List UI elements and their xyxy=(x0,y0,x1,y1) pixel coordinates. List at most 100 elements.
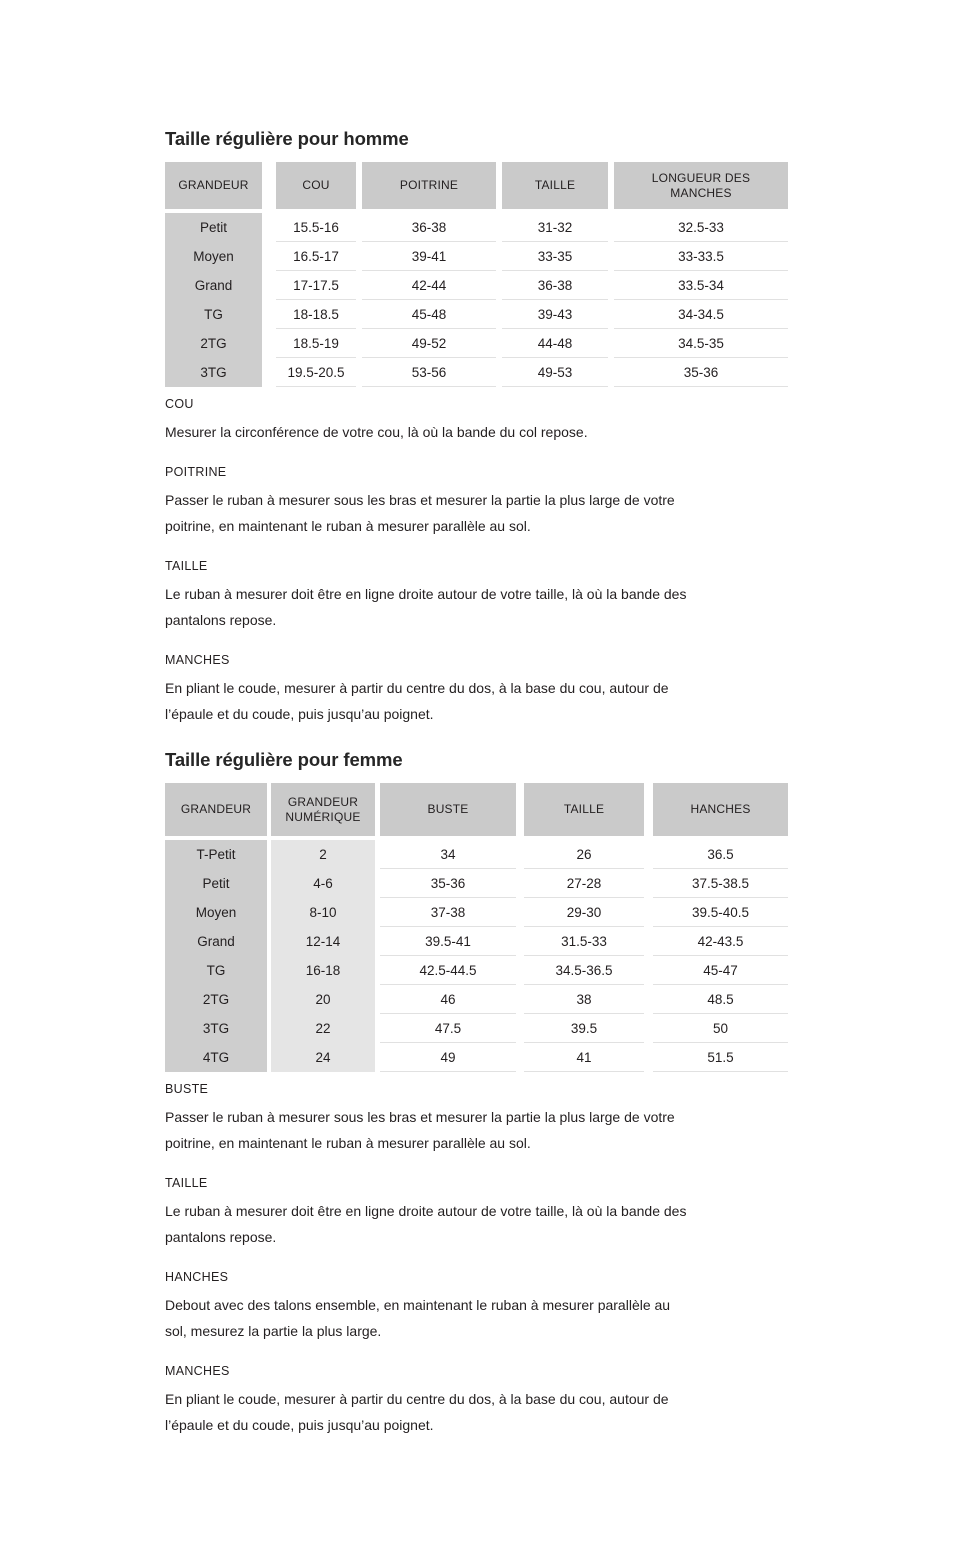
table-cell: 2TG xyxy=(165,985,267,1014)
table-cell: 31-32 xyxy=(502,213,608,242)
measure-heading-taille-men: TAILLE xyxy=(165,559,208,573)
table-cell: 33-33.5 xyxy=(614,242,788,271)
table-cell: 34 xyxy=(380,840,516,869)
table-cell: 29-30 xyxy=(524,898,644,927)
table-cell: 3TG xyxy=(165,358,262,387)
table-row: 2TG 20 46 38 48.5 xyxy=(165,985,788,1014)
table-header-cell: POITRINE xyxy=(362,162,496,209)
table-cell: 19.5-20.5 xyxy=(276,358,356,387)
table-cell: 39.5-41 xyxy=(380,927,516,956)
table-cell: 49-53 xyxy=(502,358,608,387)
table-cell: 42.5-44.5 xyxy=(380,956,516,985)
womens-size-title: Taille régulière pour femme xyxy=(165,749,403,770)
table-cell: 36.5 xyxy=(653,840,788,869)
table-cell: 18-18.5 xyxy=(276,300,356,329)
table-cell: Moyen xyxy=(165,898,267,927)
table-row: T-Petit 2 34 26 36.5 xyxy=(165,840,788,869)
table-row: Petit 4-6 35-36 27-28 37.5-38.5 xyxy=(165,869,788,898)
table-cell: 33-35 xyxy=(502,242,608,271)
table-cell: 36-38 xyxy=(362,213,496,242)
table-cell: Petit xyxy=(165,869,267,898)
table-cell: 18.5-19 xyxy=(276,329,356,358)
womens-table-body: T-Petit 2 34 26 36.5 Petit 4-6 35-36 27-28 37.5-3… xyxy=(165,840,788,1072)
table-cell: 24 xyxy=(271,1043,375,1072)
table-cell: TG xyxy=(165,956,267,985)
table-cell: 26 xyxy=(524,840,644,869)
table-cell: 15.5-16 xyxy=(276,213,356,242)
size-guide-page: Taille régulière pour homme GRANDEUR COU P… xyxy=(165,128,960,1438)
table-row: 4TG 24 49 41 51.5 xyxy=(165,1043,788,1072)
measure-text-manches-women: En pliant le coude, mesurer à partir du … xyxy=(165,1391,669,1433)
table-header-cell: TAILLE xyxy=(502,162,608,209)
table-cell: 46 xyxy=(380,985,516,1014)
table-cell: 33.5-34 xyxy=(614,271,788,300)
measure-text-manches-men: En pliant le coude, mesurer à partir du … xyxy=(165,680,669,722)
table-cell: 34.5-35 xyxy=(614,329,788,358)
table-row: Grand 17-17.5 42-44 36-38 33.5-34 xyxy=(165,271,788,300)
table-cell: Grand xyxy=(165,271,262,300)
table-cell: 47.5 xyxy=(380,1014,516,1043)
table-cell: T-Petit xyxy=(165,840,267,869)
table-cell: 41 xyxy=(524,1043,644,1072)
measure-text-poitrine: Passer le ruban à mesurer sous les bras … xyxy=(165,492,675,534)
table-cell: 35-36 xyxy=(614,358,788,387)
table-row: 3TG 19.5-20.5 53-56 49-53 35-36 xyxy=(165,358,788,387)
table-cell: 49 xyxy=(380,1043,516,1072)
table-cell: 44-48 xyxy=(502,329,608,358)
measure-text-hanches: Debout avec des talons ensemble, en main… xyxy=(165,1297,671,1339)
table-header-cell: BUSTE xyxy=(380,783,516,836)
table-cell: 4TG xyxy=(165,1043,267,1072)
measure-text-taille-women: Le ruban à mesurer doit être en ligne dr… xyxy=(165,1203,687,1245)
table-cell: 17-17.5 xyxy=(276,271,356,300)
table-cell: 35-36 xyxy=(380,869,516,898)
measure-heading-manches-women: MANCHES xyxy=(165,1364,230,1378)
measure-heading-buste: BUSTE xyxy=(165,1082,209,1096)
table-cell: 45-47 xyxy=(653,956,788,985)
mens-table-header: GRANDEUR COU POITRINE TAILLE LONGUEUR DES MA… xyxy=(165,162,788,209)
table-cell: 37.5-38.5 xyxy=(653,869,788,898)
table-header-cell: GRANDEUR xyxy=(165,783,267,836)
table-row: Moyen 8-10 37-38 29-30 39.5-40.5 xyxy=(165,898,788,927)
table-cell: 22 xyxy=(271,1014,375,1043)
table-cell: 48.5 xyxy=(653,985,788,1014)
table-cell: Moyen xyxy=(165,242,262,271)
table-row: TG 18-18.5 45-48 39-43 34-34.5 xyxy=(165,300,788,329)
table-cell: 27-28 xyxy=(524,869,644,898)
table-cell: 34.5-36.5 xyxy=(524,956,644,985)
table-header-cell: COU xyxy=(276,162,356,209)
measure-heading-hanches: HANCHES xyxy=(165,1270,229,1284)
table-cell: 32.5-33 xyxy=(614,213,788,242)
table-cell: 36-38 xyxy=(502,271,608,300)
table-row: TG 16-18 42.5-44.5 34.5-36.5 45-47 xyxy=(165,956,788,985)
table-header-cell: HANCHES xyxy=(653,783,788,836)
table-header-cell: GRANDEUR NUMÉRIQUE xyxy=(271,783,375,836)
table-cell: 12-14 xyxy=(271,927,375,956)
mens-size-table: GRANDEUR COU POITRINE TAILLE LONGUEUR DES MA… xyxy=(165,162,788,387)
mens-table-body: Petit 15.5-16 36-38 31-32 32.5-33 Moyen 16.5-1… xyxy=(165,213,788,387)
table-header-cell: LONGUEUR DES MANCHES xyxy=(614,162,788,209)
mens-measure-guide: COU Mesurer la circonférence de votre co… xyxy=(165,397,960,727)
table-header-row: GRANDEUR COU POITRINE TAILLE LONGUEUR DES MA… xyxy=(165,162,788,209)
measure-heading-cou: COU xyxy=(165,397,194,411)
table-cell: 39-43 xyxy=(502,300,608,329)
table-cell: 38 xyxy=(524,985,644,1014)
table-header-cell: GRANDEUR xyxy=(165,162,262,209)
table-cell: 37-38 xyxy=(380,898,516,927)
table-cell: 16-18 xyxy=(271,956,375,985)
table-cell: 50 xyxy=(653,1014,788,1043)
table-cell: 51.5 xyxy=(653,1043,788,1072)
table-cell: 42-44 xyxy=(362,271,496,300)
womens-table-header: GRANDEUR GRANDEUR NUMÉRIQUE BUSTE TAILLE HAN… xyxy=(165,783,788,836)
measure-heading-taille-women: TAILLE xyxy=(165,1176,208,1190)
measure-heading-poitrine: POITRINE xyxy=(165,465,227,479)
table-cell: 8-10 xyxy=(271,898,375,927)
table-cell: 20 xyxy=(271,985,375,1014)
table-cell: 4-6 xyxy=(271,869,375,898)
table-cell: 39-41 xyxy=(362,242,496,271)
table-row: Grand 12-14 39.5-41 31.5-33 42-43.5 xyxy=(165,927,788,956)
table-row: Moyen 16.5-17 39-41 33-35 33-33.5 xyxy=(165,242,788,271)
table-header-cell: TAILLE xyxy=(524,783,644,836)
table-cell: 34-34.5 xyxy=(614,300,788,329)
womens-measure-guide: BUSTE Passer le ruban à mesurer sous les… xyxy=(165,1082,960,1438)
table-cell: 53-56 xyxy=(362,358,496,387)
